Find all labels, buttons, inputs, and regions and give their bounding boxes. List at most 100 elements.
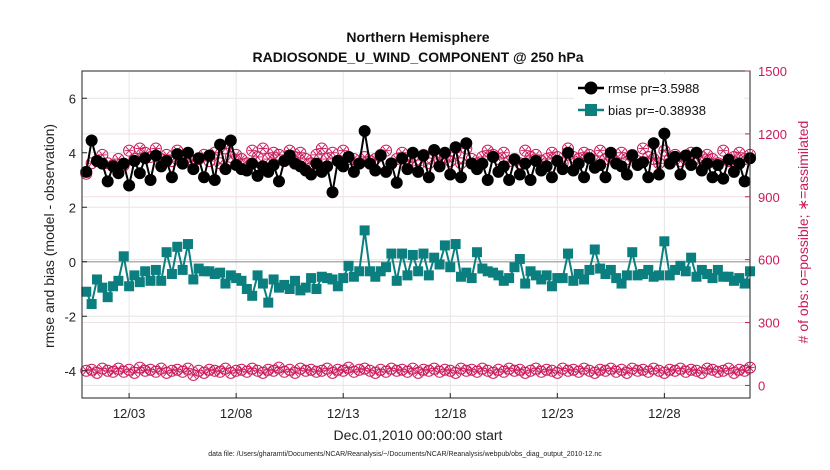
bias-point (322, 273, 333, 284)
bias-point (643, 264, 654, 275)
rmse-point (305, 168, 318, 181)
bias-point (541, 270, 552, 281)
obs-circle (717, 144, 730, 157)
bias-point (193, 263, 204, 274)
obs-star-d2 (109, 367, 117, 376)
bias-point (482, 266, 493, 277)
obs-count-marker (176, 365, 189, 378)
bias-point (680, 266, 691, 277)
x-tick-label: 12/18 (434, 406, 467, 421)
right-y-axis-ticks: 0 300 600 900 1200 1500 (745, 64, 787, 393)
obs-star-d2 (409, 364, 417, 373)
rmse-point (251, 169, 264, 182)
obs-star-d2 (248, 146, 256, 155)
obs-star-d2 (275, 363, 283, 372)
bias-point (493, 270, 504, 281)
bias-point (300, 282, 311, 293)
obs-star-d2 (618, 148, 625, 157)
obs-star-d2 (591, 368, 599, 377)
bias-point (696, 264, 707, 275)
obs-star-d2 (553, 368, 561, 377)
bias-point (691, 271, 702, 282)
y-tick-label: -4 (64, 364, 76, 379)
rmse-point (208, 174, 221, 186)
bias-point (600, 269, 611, 280)
obs-star-d2 (741, 366, 748, 375)
obs-star-d2 (157, 364, 165, 373)
rmse-point (85, 134, 98, 147)
bias-point (557, 273, 568, 284)
obs-star-d2 (259, 144, 267, 153)
rmse-point (444, 168, 457, 181)
bias-point (423, 270, 434, 281)
obs-star-d2 (703, 150, 711, 159)
rmse-point (224, 134, 237, 147)
bias-point (525, 266, 536, 277)
rmse-point (101, 175, 114, 188)
bias-point (311, 284, 322, 294)
obs-circle (497, 146, 510, 159)
bias-point (520, 278, 531, 289)
obs-star-d2 (371, 368, 379, 377)
rmse-point (556, 163, 569, 176)
bias-point (102, 292, 113, 303)
rmse-point (529, 154, 542, 167)
bias-point (648, 271, 659, 282)
rmse-point (133, 167, 146, 180)
bias-point (552, 273, 563, 284)
bias-point (627, 247, 638, 258)
obs-star-d2 (489, 368, 497, 377)
obs-star-d2 (345, 363, 352, 372)
bias-point (386, 248, 397, 259)
legend-bias-label: bias pr=-0.38938 (608, 103, 706, 118)
y-axis-ticks: -4 -2 0 2 4 6 (64, 91, 87, 379)
obs-circle (711, 365, 724, 378)
obs-circle (246, 362, 259, 375)
obs-star-d2 (677, 364, 684, 373)
bias-point (359, 225, 370, 236)
obs-circle (347, 365, 360, 378)
obs-star-d2 (719, 146, 727, 155)
rmse-point (620, 168, 633, 181)
obs-star-d2 (136, 363, 144, 372)
bias-point (204, 266, 215, 277)
bias-point (231, 273, 242, 284)
bias-point (455, 271, 466, 282)
rmse-point (690, 146, 703, 159)
right-tick-label: 1200 (758, 127, 787, 142)
bias-point (156, 275, 167, 286)
bias-point (429, 252, 440, 263)
bias-point (177, 264, 188, 275)
obs-star-d2 (521, 146, 529, 155)
obs-star-d2 (548, 148, 556, 157)
rmse-point (476, 157, 489, 170)
right-tick-label: 600 (758, 253, 780, 268)
rmse-point (96, 157, 109, 170)
x-tick-label: 12/28 (648, 406, 681, 421)
obs-star-d2 (318, 144, 326, 153)
bias-point (129, 270, 140, 281)
rmse-point (321, 160, 334, 173)
bias-point (546, 281, 557, 292)
bias-point (530, 270, 541, 281)
obs-count-marker (733, 146, 746, 159)
rmse-point (337, 160, 350, 173)
bias-point (391, 275, 402, 286)
bias-point (113, 275, 124, 286)
rmse-point (701, 157, 714, 170)
rmse-point (246, 157, 259, 170)
obs-star-d2 (259, 368, 267, 377)
obs-star-d2 (339, 146, 347, 155)
bias-point (605, 264, 616, 275)
bias-point (316, 271, 327, 282)
rmse-point (417, 149, 430, 162)
obs-circle (519, 366, 532, 379)
data-file-footnote: data file: /Users/gharamti/Documents/NCA… (208, 451, 602, 458)
obs-circle (476, 362, 489, 375)
obs-star-d2 (179, 367, 186, 376)
bias-point (498, 275, 509, 286)
bias-point (236, 275, 247, 286)
right-tick-label: 300 (758, 316, 780, 331)
obs-circle (358, 362, 371, 375)
x-axis-ticks: 12/03 12/08 12/13 12/18 12/23 12/28 (113, 393, 681, 421)
